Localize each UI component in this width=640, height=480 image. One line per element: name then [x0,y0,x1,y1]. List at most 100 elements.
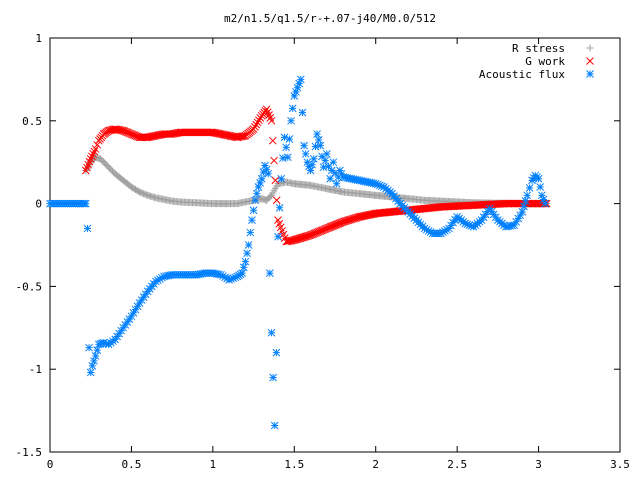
data-point [130,131,138,140]
data-point [267,328,276,337]
data-point [306,231,315,239]
data-point [271,176,280,185]
data-point [536,183,545,191]
legend-label: Acoustic flux [479,68,565,81]
data-point [126,129,134,138]
data-point [523,191,532,200]
legend-marker [586,44,594,52]
data-point [127,130,136,138]
data-point [120,127,129,136]
data-point [285,135,294,143]
data-point [88,152,96,161]
data-point [131,131,140,140]
data-point [91,352,100,360]
data-point [244,241,253,249]
data-point [266,114,275,122]
data-point [288,104,297,113]
y-tick-label: 0.5 [22,115,42,128]
data-point [272,348,281,357]
x-tick-label: 2.5 [447,458,467,471]
data-point [308,230,316,239]
data-point [329,158,338,167]
y-tick-label: 0 [35,198,42,211]
data-point [255,116,263,125]
data-point [310,229,319,238]
chart-title: m2/n1.5/q1.5/r-+.07-j40/M0.0/512 [224,12,436,25]
data-point [249,125,258,133]
plot-area-frame [49,37,621,453]
data-point [88,362,97,370]
data-point [313,228,322,237]
data-point [300,141,308,150]
data-point [321,225,330,233]
data-point [277,174,286,183]
data-point [274,232,282,241]
data-point [295,79,304,88]
data-point [296,75,305,84]
data-point [314,135,323,144]
data-point [90,357,98,365]
data-point [279,154,287,162]
data-point [266,193,274,201]
data-point [287,116,295,125]
series-acoustic-flux [46,75,549,430]
data-point [86,155,95,163]
data-point [256,114,265,122]
y-tick-label: -0.5 [16,280,43,293]
data-point [309,155,318,163]
data-point [541,199,549,208]
data-point [317,226,326,235]
data-point [122,127,130,136]
data-point [332,179,341,188]
data-point [239,263,248,272]
data-point [81,199,90,208]
data-point [264,169,273,178]
data-point [93,346,102,355]
data-point [251,196,260,205]
data-point [316,227,324,236]
data-point [246,228,255,237]
data-point [117,326,126,335]
data-point [252,120,261,129]
legend-marker [586,70,594,78]
data-point [520,202,528,211]
data-point [312,229,320,237]
data-point [324,162,333,171]
x-tick-label: 1.5 [284,458,304,471]
data-point [252,189,261,198]
legend-marker [586,57,594,65]
data-point [521,196,530,205]
data-point [518,208,527,216]
data-point [319,163,328,172]
data-point [253,118,262,127]
data-point [272,196,281,205]
data-point [318,226,327,234]
data-point [270,421,279,430]
data-point [326,174,334,183]
data-point [85,343,93,352]
data-point [243,249,251,258]
data-point [525,184,534,192]
data-point [241,257,250,266]
x-tick-label: 0 [47,458,54,471]
axis-ticks: 0 0.5 1 1.5 2 2.5 3 3.5 1 0.5 0 -0.5 -1 -1.5 [16,32,630,471]
data-point [90,147,99,156]
data-point [268,136,277,145]
legend-label: R stress [512,42,565,55]
y-tick-label: -1 [29,363,42,376]
data-point [283,153,292,162]
data-point [269,373,277,382]
x-tick-label: 3.5 [610,458,630,471]
data-point [267,116,276,125]
data-point [534,174,543,183]
data-point [314,227,323,236]
data-point [305,231,314,240]
y-tick-label: -1.5 [16,446,43,459]
legend-label: G work [525,55,565,68]
x-tick-label: 0.5 [121,458,141,471]
chart-marks [46,75,551,430]
data-point [83,224,92,233]
data-point [89,150,98,158]
